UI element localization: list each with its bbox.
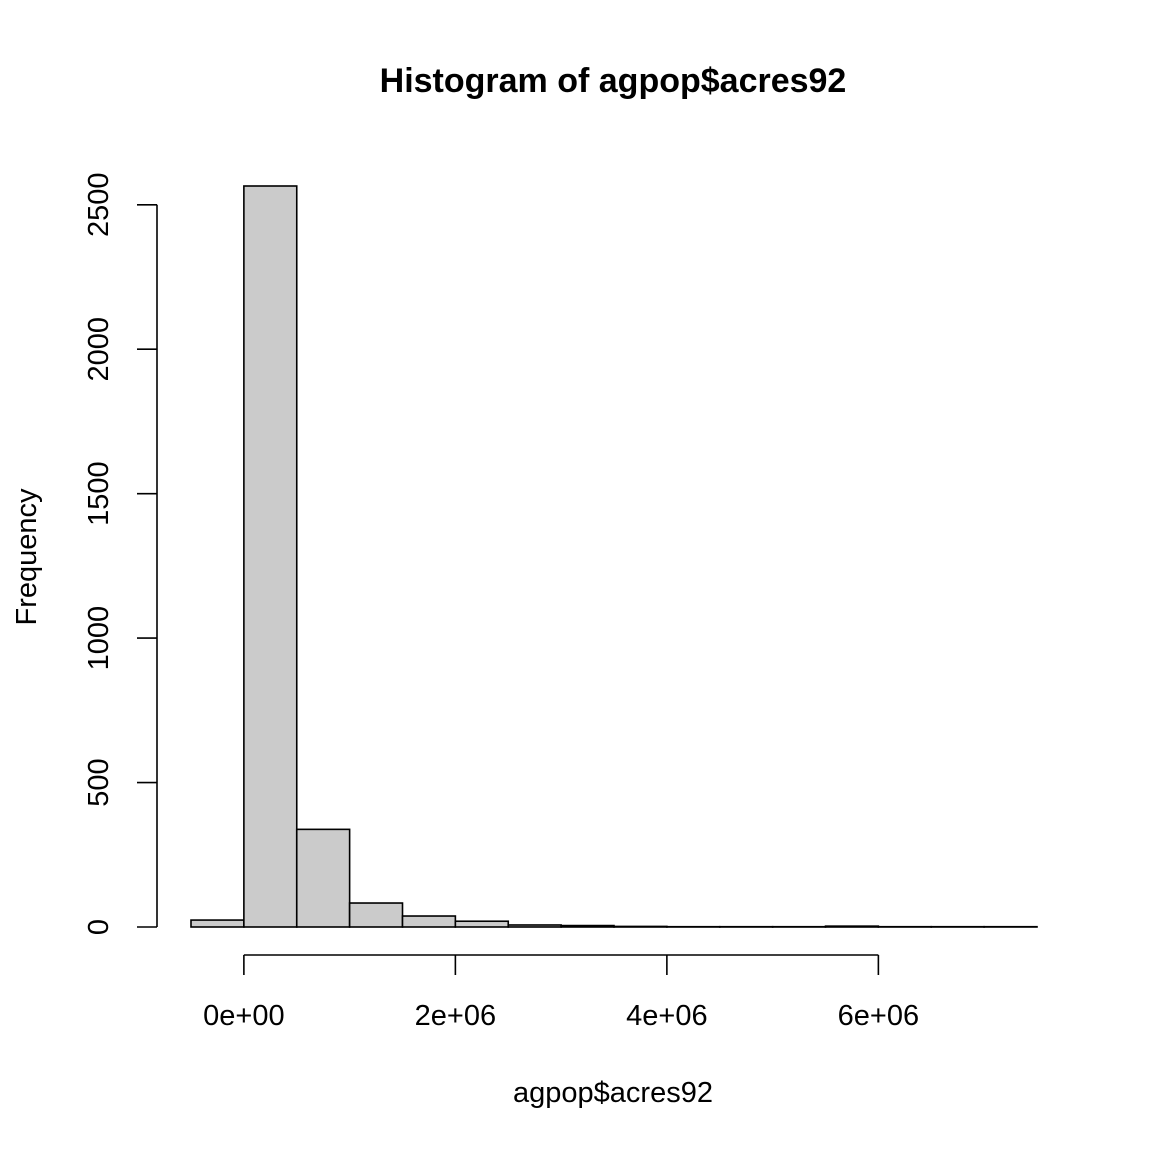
y-tick-label: 1000 xyxy=(83,606,115,671)
y-tick-label: 2500 xyxy=(83,173,115,238)
histogram-bars xyxy=(190,185,1038,928)
y-axis-label: Frequency xyxy=(11,488,43,626)
histogram-bar xyxy=(401,915,457,928)
histogram-bar xyxy=(824,925,880,928)
histogram-bar xyxy=(613,925,668,928)
histogram-bar xyxy=(190,919,245,928)
histogram-bar xyxy=(243,185,298,928)
x-tick-label: 6e+06 xyxy=(838,1000,919,1032)
y-axis: 0 500 1000 1500 2000 2500 xyxy=(83,173,158,935)
y-tick-label: 500 xyxy=(83,758,115,806)
chart-title: Histogram of agpop$acres92 xyxy=(380,62,847,100)
histogram-bar xyxy=(295,828,351,928)
y-tick-label: 1500 xyxy=(83,461,115,526)
histogram-bar xyxy=(348,902,404,928)
y-tick-label: 0 xyxy=(83,919,115,935)
y-tick-label: 2000 xyxy=(83,317,115,382)
x-tick-label: 2e+06 xyxy=(415,1000,496,1032)
x-axis: 0e+00 2e+06 4e+06 6e+06 xyxy=(203,954,919,1032)
x-tick-label: 4e+06 xyxy=(626,1000,707,1032)
histogram-bar xyxy=(454,920,510,928)
histogram-bar xyxy=(560,924,615,928)
histogram-bar xyxy=(507,924,562,928)
x-axis-label: agpop$acres92 xyxy=(513,1077,713,1109)
x-tick-label: 0e+00 xyxy=(203,1000,284,1032)
